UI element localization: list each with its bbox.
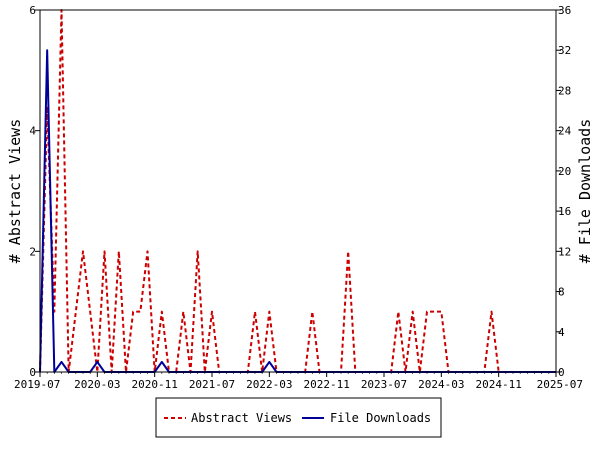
- left-tick-label: 6: [29, 4, 36, 17]
- plot-frame: [39, 9, 557, 373]
- left-tick-label: 0: [29, 366, 36, 379]
- left-tick-label: 2: [29, 245, 36, 258]
- right-tick-label: 20: [558, 165, 571, 178]
- x-tick-label: 2024-11: [475, 378, 521, 391]
- x-tick-label: 2020-11: [131, 378, 177, 391]
- x-tick-label: 2025-07: [537, 378, 583, 391]
- x-tick-label: 2024-03: [418, 378, 464, 391]
- right-tick-label: 12: [558, 245, 571, 258]
- x-tick-label: 2020-03: [74, 378, 120, 391]
- left-axis-title: # Abstract Views: [6, 119, 24, 264]
- x-tick-label: 2021-07: [189, 378, 235, 391]
- left-tick-label: 4: [29, 125, 36, 138]
- series-line-file-downloads: [39, 49, 556, 373]
- right-tick-label: 28: [558, 84, 571, 97]
- right-tick-label: 16: [558, 205, 571, 218]
- right-tick-label: 32: [558, 44, 571, 57]
- x-tick-label: 2023-07: [361, 378, 407, 391]
- right-tick-label: 4: [558, 326, 565, 339]
- x-tick-label: 2019-07: [14, 378, 60, 391]
- right-tick-label: 36: [558, 4, 571, 17]
- legend-label-abstract-views: Abstract Views: [191, 411, 292, 425]
- x-tick-label: 2022-11: [303, 378, 349, 391]
- right-axis-title: # File Downloads: [576, 119, 594, 264]
- legend-label-file-downloads: File Downloads: [330, 411, 431, 425]
- right-tick-label: 0: [558, 366, 565, 379]
- legend-box: [155, 397, 442, 438]
- right-tick-label: 8: [558, 286, 565, 299]
- plot-area: [39, 9, 556, 373]
- x-tick-label: 2022-03: [246, 378, 292, 391]
- legend: Abstract Views File Downloads: [155, 397, 442, 438]
- right-tick-label: 24: [558, 125, 572, 138]
- series-line-abstract-views: [39, 9, 556, 373]
